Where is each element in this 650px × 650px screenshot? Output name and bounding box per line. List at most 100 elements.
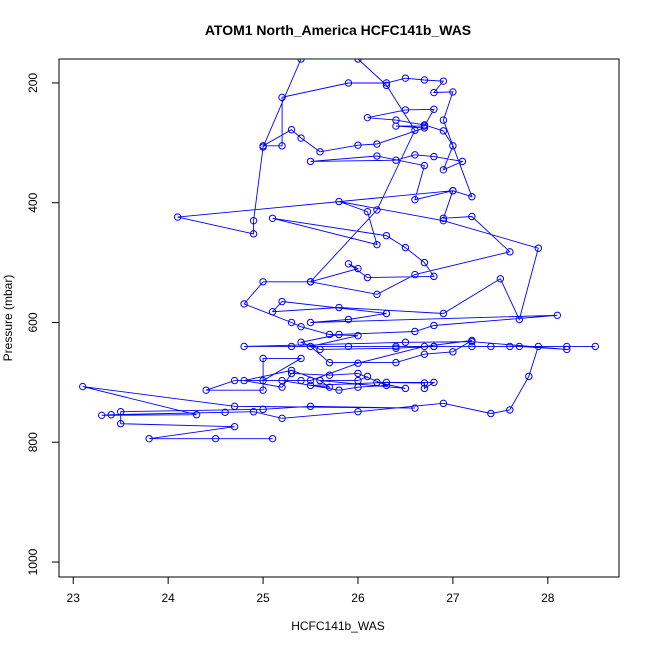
data-point xyxy=(515,342,524,351)
data-point xyxy=(278,414,286,423)
series-line xyxy=(82,59,596,440)
x-tick-label: 25 xyxy=(256,591,270,605)
data-point xyxy=(411,270,419,279)
data-point xyxy=(344,260,353,268)
data-point xyxy=(363,113,372,122)
data-point xyxy=(439,216,448,225)
y-tick-label: 400 xyxy=(26,192,40,212)
data-point xyxy=(268,434,277,443)
data-point xyxy=(325,330,334,339)
data-point xyxy=(487,342,495,351)
data-point xyxy=(534,244,543,252)
data-point xyxy=(221,408,229,417)
data-point xyxy=(259,405,267,414)
data-point xyxy=(325,371,334,379)
data-point xyxy=(553,311,562,320)
data-point xyxy=(392,344,400,352)
data-point xyxy=(259,376,267,385)
y-tick-label: 1000 xyxy=(26,548,40,575)
data-point xyxy=(534,342,543,351)
data-point xyxy=(563,342,571,351)
data-point xyxy=(173,213,182,221)
data-point xyxy=(420,258,429,267)
data-point xyxy=(116,408,125,416)
data-point xyxy=(278,93,286,102)
x-axis-label: HCFC141b_WAS xyxy=(291,619,385,633)
data-point xyxy=(335,303,343,312)
data-point xyxy=(563,345,571,354)
data-point xyxy=(297,134,305,142)
data-point xyxy=(268,308,277,316)
plot-area xyxy=(58,58,620,578)
data-point xyxy=(430,152,438,161)
data-point xyxy=(439,127,448,135)
data-point xyxy=(420,342,429,351)
data-point xyxy=(306,157,315,166)
data-point xyxy=(392,156,400,164)
x-tick-label: 27 xyxy=(446,591,460,605)
data-point xyxy=(287,125,296,134)
data-point xyxy=(411,151,419,159)
data-point xyxy=(98,411,106,420)
data-point xyxy=(468,336,476,345)
y-axis: 200 400 600 800 1000 xyxy=(26,73,60,575)
data-point xyxy=(439,214,448,222)
data-point xyxy=(249,408,258,416)
data-point xyxy=(335,197,343,206)
data-point xyxy=(354,141,362,149)
data-point xyxy=(487,409,495,418)
data-point xyxy=(230,422,239,431)
data-point xyxy=(354,359,362,367)
data-point xyxy=(506,248,514,256)
data-point xyxy=(79,382,87,391)
data-point xyxy=(392,358,400,367)
data-point xyxy=(259,143,267,151)
data-point xyxy=(458,157,467,166)
data-point xyxy=(335,386,343,394)
data-point xyxy=(202,386,210,394)
plot-frame xyxy=(58,58,620,578)
data-point xyxy=(411,196,419,204)
data-point xyxy=(192,411,201,419)
data-point xyxy=(297,338,305,346)
data-point xyxy=(401,243,410,252)
data-point xyxy=(354,408,362,416)
data-point xyxy=(401,74,410,82)
data-point xyxy=(306,376,315,385)
chart-title: ATOM1 North_America HCFC141b_WAS xyxy=(205,22,471,38)
data-point xyxy=(354,369,362,378)
data-point xyxy=(363,372,372,381)
data-point xyxy=(401,338,410,346)
data-point xyxy=(439,116,448,124)
data-point xyxy=(287,366,296,375)
data-point xyxy=(240,300,248,308)
data-point xyxy=(430,88,438,97)
series-layer xyxy=(79,59,599,443)
data-point xyxy=(420,76,429,84)
data-point xyxy=(439,309,448,318)
data-point xyxy=(496,275,505,283)
data-point xyxy=(382,81,391,90)
data-point xyxy=(249,230,258,238)
data-point xyxy=(373,240,381,249)
data-point xyxy=(211,434,220,443)
data-point xyxy=(382,378,391,387)
data-point xyxy=(373,290,381,299)
data-point xyxy=(344,342,353,351)
data-point xyxy=(401,106,410,114)
data-point xyxy=(145,434,153,443)
data-point xyxy=(306,318,315,327)
data-point xyxy=(506,342,514,351)
data-point xyxy=(591,342,599,351)
data-point xyxy=(449,348,457,356)
y-tick-label: 800 xyxy=(26,432,40,452)
data-point xyxy=(306,381,315,390)
data-point xyxy=(306,278,315,286)
data-point xyxy=(468,193,476,201)
data-point xyxy=(382,79,391,87)
data-point xyxy=(306,342,315,351)
data-point xyxy=(373,140,381,148)
data-point xyxy=(316,148,324,156)
data-point xyxy=(354,331,362,340)
